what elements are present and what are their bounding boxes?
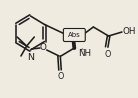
FancyBboxPatch shape xyxy=(63,29,85,41)
Text: O: O xyxy=(39,43,46,52)
Text: N: N xyxy=(27,53,34,62)
Text: Abs: Abs xyxy=(68,31,81,38)
Text: O: O xyxy=(58,72,64,81)
Text: N̂H: N̂H xyxy=(78,49,91,58)
Text: O: O xyxy=(104,49,111,59)
Text: OH: OH xyxy=(123,27,136,36)
